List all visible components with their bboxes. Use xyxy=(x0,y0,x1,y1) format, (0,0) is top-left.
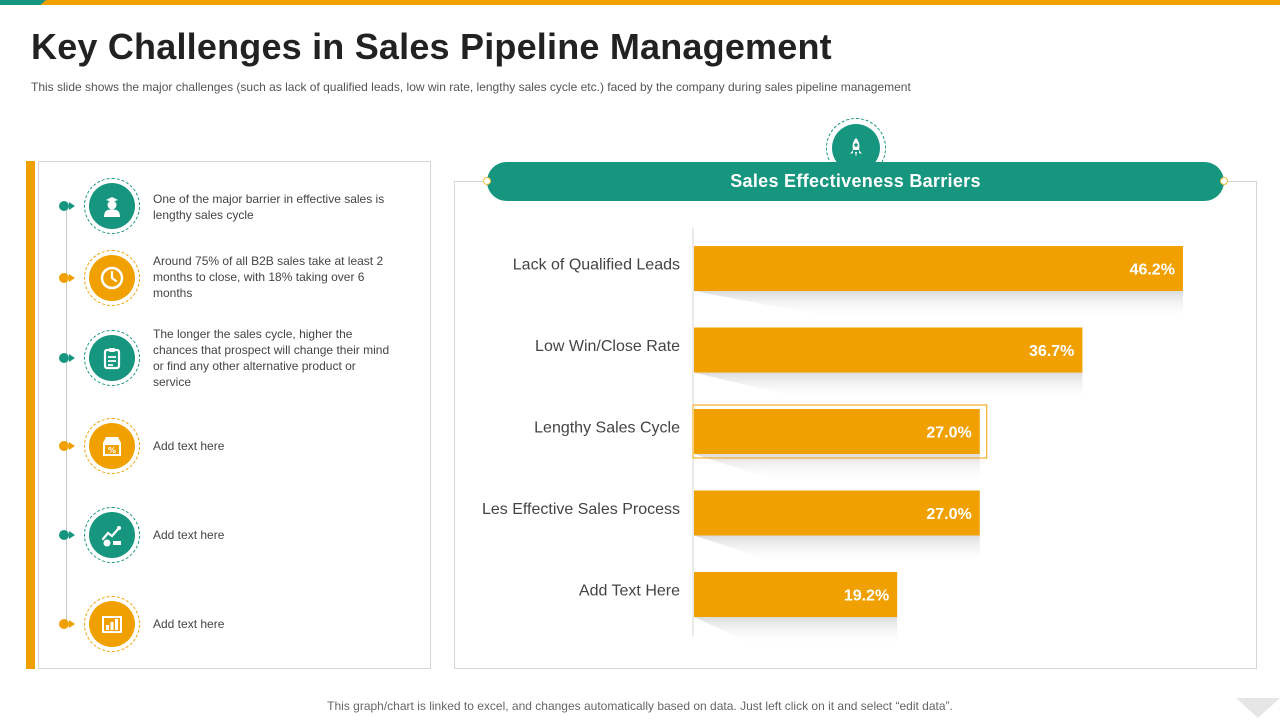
analytics-icon xyxy=(89,601,135,647)
bar-highlight xyxy=(692,404,988,459)
page-title: Key Challenges in Sales Pipeline Managem… xyxy=(31,26,832,67)
icon-ring xyxy=(84,330,140,386)
left-panel-accent xyxy=(26,161,35,669)
top-accent-bar xyxy=(0,0,1280,5)
challenges-panel xyxy=(38,161,431,669)
challenge-text: Add text here xyxy=(153,439,225,453)
bar-shadow xyxy=(694,535,980,564)
timeline-dot xyxy=(59,201,69,211)
clipboard-icon xyxy=(89,335,135,381)
bar[interactable] xyxy=(694,409,980,454)
page-subtitle: This slide shows the major challenges (s… xyxy=(31,80,911,94)
category-label: Add Text Here xyxy=(579,583,680,600)
bar[interactable] xyxy=(694,246,1183,291)
category-label: Lack of Qualified Leads xyxy=(513,257,680,274)
timeline-dot xyxy=(59,619,69,629)
challenge-text: One of the major barrier in effective sa… xyxy=(153,192,385,222)
icon-ring xyxy=(84,507,140,563)
timeline-dot xyxy=(59,353,69,363)
svg-text:%: % xyxy=(108,446,116,455)
timeline-arrow xyxy=(69,442,75,450)
icon-ring xyxy=(84,596,140,652)
chart-title: Sales Effectiveness Barriers xyxy=(487,162,1224,201)
bar-value-label: 19.2% xyxy=(844,588,889,605)
category-label: Lengthy Sales Cycle xyxy=(534,420,680,437)
challenge-text: Add text here xyxy=(153,617,225,631)
corner-decoration xyxy=(1236,698,1280,718)
discount-store-icon: % xyxy=(89,423,135,469)
challenge-text: Add text here xyxy=(153,528,225,542)
category-label: Les Effective Sales Process xyxy=(482,501,680,518)
challenge-text: The longer the sales cycle, higher the c… xyxy=(153,327,390,389)
icon-ring xyxy=(84,250,140,306)
pill-end-left xyxy=(483,177,491,185)
bar-shadow xyxy=(694,454,980,482)
footer-note: This graph/chart is linked to excel, and… xyxy=(327,699,953,713)
timeline-arrow xyxy=(69,531,75,539)
salesperson-icon xyxy=(89,183,135,229)
bar-value-label: 46.2% xyxy=(1130,262,1175,279)
challenge-text: Around 75% of all B2B sales take at leas… xyxy=(153,254,384,300)
timeline-dot xyxy=(59,530,69,540)
timeline-dot xyxy=(59,441,69,451)
bar[interactable] xyxy=(694,572,898,617)
bar-shadow xyxy=(694,291,1183,319)
timeline-arrow xyxy=(69,202,75,210)
bar-value-label: 27.0% xyxy=(926,506,971,523)
timeline-arrow xyxy=(69,274,75,282)
growth-chart-icon xyxy=(89,512,135,558)
timeline-arrow xyxy=(69,354,75,362)
timeline-line xyxy=(66,205,67,625)
bar-value-label: 36.7% xyxy=(1029,343,1074,360)
timeline-dot xyxy=(59,273,69,283)
timeline-arrow xyxy=(69,620,75,628)
bar[interactable] xyxy=(694,490,980,536)
icon-ring xyxy=(84,418,140,474)
top-accent-teal xyxy=(0,0,46,5)
bar-value-label: 27.0% xyxy=(926,425,971,442)
bar-shadow xyxy=(694,617,898,645)
pill-end-right xyxy=(1220,177,1228,185)
bar[interactable] xyxy=(694,327,1083,373)
bar-shadow xyxy=(694,372,1083,401)
icon-ring xyxy=(84,178,140,234)
clock-icon xyxy=(89,255,135,301)
category-label: Low Win/Close Rate xyxy=(535,338,680,355)
